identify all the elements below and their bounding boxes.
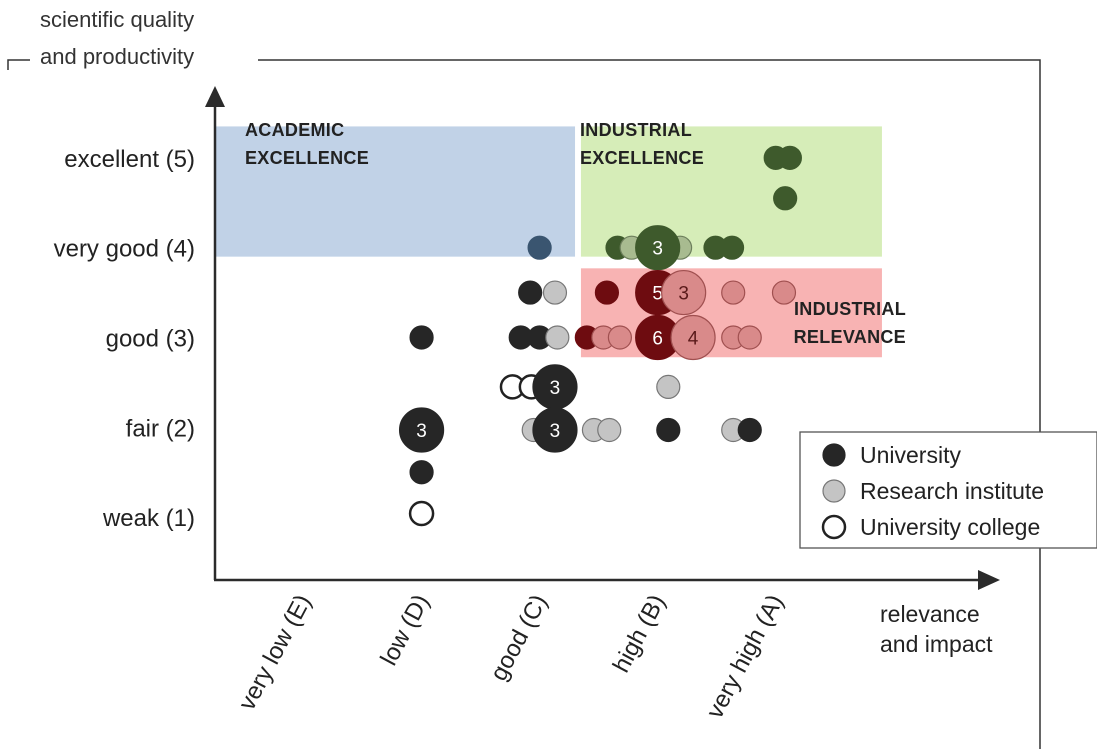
university-point	[773, 186, 798, 211]
legend: University Research institute University c…	[799, 431, 1097, 549]
university-point	[719, 235, 745, 260]
y-tick-label: good (3)	[106, 325, 195, 352]
legend-label-institute: Research institute	[860, 478, 1044, 504]
x-tick-labels: very low (E) low (D) good (C) high (B) very …	[234, 590, 789, 723]
university-point	[635, 225, 681, 271]
x-tick-label: very low (E)	[234, 590, 317, 715]
institute-point	[545, 325, 570, 350]
university-point	[518, 280, 543, 305]
x-tick-label: low (D)	[375, 590, 435, 670]
point-count-label: 3	[678, 284, 689, 305]
regions-layer: ACADEMIC EXCELLENCE INDUSTRIAL EXCELLENCE IN…	[215, 120, 906, 358]
y-axis-title-line1: scientific quality	[40, 7, 194, 32]
institute-point	[661, 269, 707, 316]
y-tick-label: excellent (5)	[64, 146, 195, 173]
legend-box	[799, 431, 1097, 549]
x-axis-title-line2: and impact	[880, 631, 993, 657]
university-point	[737, 417, 762, 443]
y-tick-labels: excellent (5) very good (4) good (3) fair (…	[54, 146, 195, 532]
region-label-academic-1: ACADEMIC	[245, 120, 344, 140]
y-tick-label: fair (2)	[126, 415, 195, 442]
x-tick-label: high (B)	[608, 590, 671, 677]
institute-point	[721, 280, 746, 305]
university-point	[409, 325, 434, 350]
x-axis-arrowhead	[978, 570, 1000, 590]
region-label-industrial-excellence-1: INDUSTRIAL	[580, 120, 692, 140]
institute-point	[542, 280, 568, 305]
region-academic	[215, 126, 576, 257]
point-count-label: 4	[688, 328, 699, 349]
axes-layer	[205, 86, 1000, 590]
university-point	[777, 145, 802, 170]
university-point	[532, 407, 578, 453]
university-point	[594, 280, 620, 305]
institute-point	[607, 325, 632, 350]
point-count-label: 3	[550, 421, 561, 442]
legend-marker-college	[821, 514, 847, 540]
legend-marker-university	[822, 443, 846, 467]
region-label-academic-2: EXCELLENCE	[245, 148, 369, 168]
x-tick-label: good (C)	[485, 590, 553, 685]
point-count-label: 3	[416, 421, 427, 442]
region-industrial-excellence	[580, 126, 882, 257]
legend-label-university: University	[860, 442, 961, 468]
point-count-label: 3	[652, 239, 663, 260]
university-point	[656, 417, 681, 443]
institute-point	[597, 417, 622, 443]
university-point	[409, 460, 434, 485]
university-point	[527, 235, 552, 260]
point-count-label: 5	[652, 284, 663, 305]
legend-marker-institute	[822, 479, 846, 503]
x-axis-title-line1: relevance	[880, 601, 980, 627]
region-label-industrial-excellence-2: EXCELLENCE	[580, 148, 704, 168]
y-axis-title-line2: and productivity	[40, 44, 194, 69]
institute-point	[670, 314, 716, 361]
university-point	[398, 407, 445, 453]
point-count-label: 3	[550, 378, 561, 399]
point-count-label: 6	[652, 328, 663, 349]
college-point	[408, 500, 435, 527]
y-tick-label: very good (4)	[54, 236, 195, 263]
institute-point	[656, 374, 681, 399]
x-tick-label: very high (A)	[701, 590, 789, 723]
region-label-industrial-relevance-2: RELEVANCE	[794, 327, 906, 347]
region-label-industrial-relevance-1: INDUSTRIAL	[794, 299, 906, 319]
institute-point	[771, 280, 797, 305]
legend-label-college: University college	[860, 514, 1040, 540]
institute-point	[737, 325, 762, 350]
y-tick-label: weak (1)	[102, 505, 195, 532]
y-axis-arrowhead	[205, 86, 225, 107]
